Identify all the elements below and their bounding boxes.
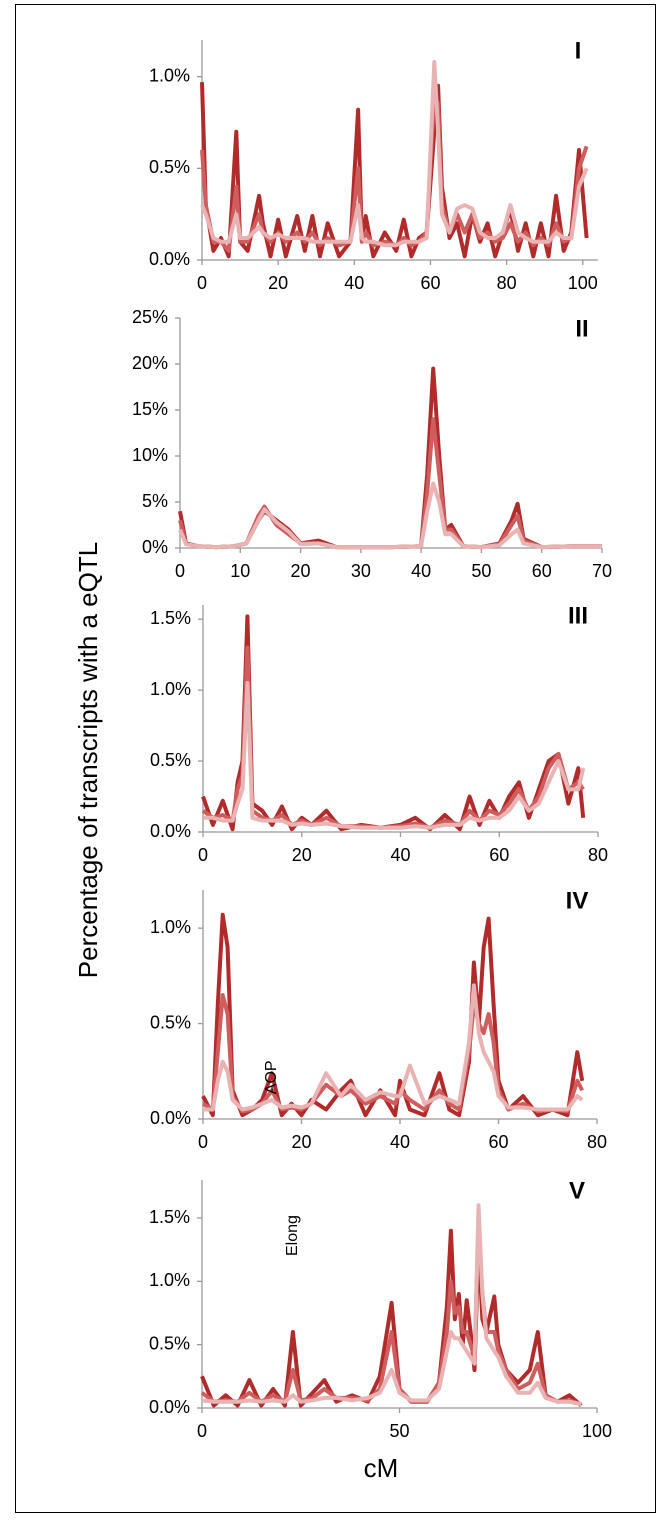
x-tick-label: 70 bbox=[592, 561, 612, 581]
x-axis-label: cM bbox=[364, 1453, 399, 1483]
y-tick-label: 0.0% bbox=[149, 1397, 190, 1417]
x-tick-label: 80 bbox=[497, 273, 517, 293]
series-line bbox=[201, 614, 586, 832]
x-tick-label: 60 bbox=[488, 1132, 508, 1152]
x-tick-label: 100 bbox=[582, 1421, 612, 1441]
x-tick-label: 30 bbox=[351, 561, 371, 581]
x-tick-label: 60 bbox=[420, 273, 440, 293]
y-tick-label: 25% bbox=[132, 307, 168, 327]
series-line bbox=[200, 60, 589, 248]
x-tick-label: 0 bbox=[197, 273, 207, 293]
x-tick-label: 40 bbox=[390, 845, 410, 865]
series-line bbox=[201, 645, 585, 830]
x-tick-label: 0 bbox=[198, 845, 208, 865]
y-tick-label: 0.5% bbox=[150, 750, 191, 770]
series-line bbox=[200, 1228, 583, 1408]
x-tick-label: 20 bbox=[292, 845, 312, 865]
series-line bbox=[178, 366, 602, 550]
y-tick-label: 0.5% bbox=[149, 157, 190, 177]
y-tick-label: 15% bbox=[132, 399, 168, 419]
y-tick-label: 0.5% bbox=[150, 1012, 191, 1032]
series-line bbox=[201, 1203, 582, 1407]
x-tick-label: 80 bbox=[588, 845, 608, 865]
y-tick-label: 10% bbox=[132, 445, 168, 465]
y-axis-label: Percentage of transcripts with a eQTL bbox=[73, 542, 103, 978]
series-line bbox=[201, 912, 585, 1118]
y-tick-label: 0.0% bbox=[150, 821, 191, 841]
y-tick-label: 1.0% bbox=[149, 65, 190, 85]
x-tick-label: 40 bbox=[411, 561, 431, 581]
y-tick-label: 1.0% bbox=[150, 917, 191, 937]
x-tick-label: 20 bbox=[268, 273, 288, 293]
annotation: Elong bbox=[284, 1215, 301, 1256]
y-tick-label: 0.5% bbox=[149, 1333, 190, 1353]
x-tick-label: 10 bbox=[230, 561, 250, 581]
x-tick-label: 0 bbox=[175, 561, 185, 581]
x-tick-label: 0 bbox=[198, 1132, 208, 1152]
y-tick-label: 0% bbox=[142, 537, 168, 557]
series-line bbox=[203, 681, 586, 830]
y-tick-label: 1.0% bbox=[150, 679, 191, 699]
y-tick-label: 1.5% bbox=[150, 608, 191, 628]
series-line bbox=[203, 983, 584, 1112]
panel-label: IV bbox=[566, 887, 589, 914]
panel-label: I bbox=[575, 37, 582, 64]
x-tick-label: 50 bbox=[389, 1421, 409, 1441]
series-line bbox=[178, 481, 602, 550]
y-tick-label: 1.5% bbox=[149, 1207, 190, 1227]
frame bbox=[15, 4, 656, 1513]
annotation: AOP bbox=[263, 1060, 280, 1094]
y-tick-label: 1.0% bbox=[149, 1270, 190, 1290]
x-tick-label: 0 bbox=[197, 1421, 207, 1441]
x-tick-label: 60 bbox=[532, 561, 552, 581]
y-tick-label: 0.0% bbox=[149, 249, 190, 269]
panel-label: V bbox=[569, 1177, 585, 1204]
panel-label: II bbox=[575, 315, 588, 342]
y-tick-label: 20% bbox=[132, 353, 168, 373]
x-tick-label: 80 bbox=[587, 1132, 607, 1152]
series-line bbox=[178, 417, 602, 550]
y-tick-label: 0.0% bbox=[150, 1108, 191, 1128]
y-tick-label: 5% bbox=[142, 491, 168, 511]
x-tick-label: 60 bbox=[489, 845, 509, 865]
x-tick-label: 40 bbox=[390, 1132, 410, 1152]
panel-label: III bbox=[568, 602, 588, 629]
x-tick-label: 20 bbox=[291, 561, 311, 581]
x-tick-label: 50 bbox=[471, 561, 491, 581]
x-tick-label: 100 bbox=[568, 273, 598, 293]
x-tick-label: 40 bbox=[344, 273, 364, 293]
x-tick-label: 20 bbox=[291, 1132, 311, 1152]
